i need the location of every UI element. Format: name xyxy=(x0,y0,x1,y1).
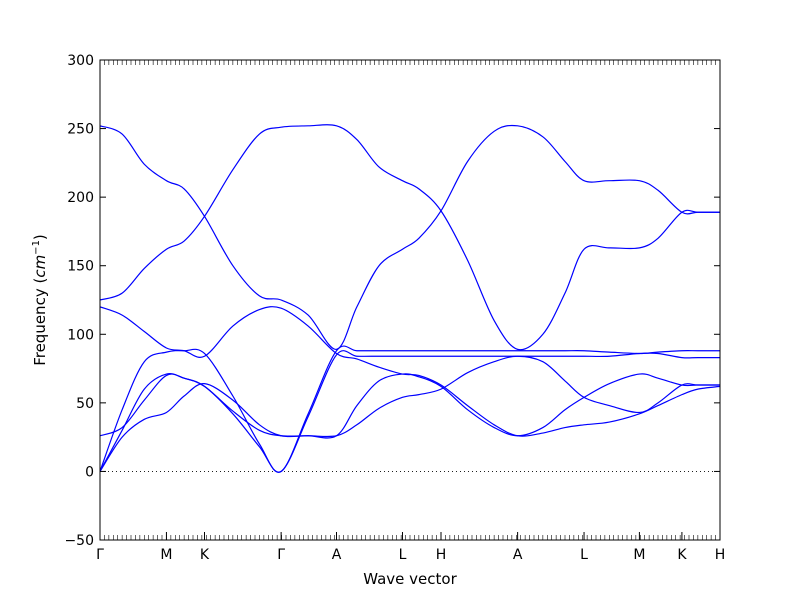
series-line-5 xyxy=(100,306,720,437)
x-tick-label: A xyxy=(332,547,342,563)
y-axis-unit-base: cm xyxy=(31,255,49,278)
x-tick-label: K xyxy=(200,547,210,563)
x-axis-label: Wave vector xyxy=(363,570,457,588)
y-axis-unit-exp: −1 xyxy=(31,240,42,255)
x-tick-label: H xyxy=(436,547,447,563)
x-tick-label: L xyxy=(399,547,407,563)
x-tick-label: K xyxy=(677,547,687,563)
y-tick-label: 0 xyxy=(85,464,94,480)
x-tick-label: A xyxy=(513,547,523,563)
x-tick-label: L xyxy=(580,547,588,563)
y-tick-label: 250 xyxy=(67,122,94,138)
series-line-2 xyxy=(100,350,720,473)
x-tick-label: H xyxy=(715,547,726,563)
series-line-7 xyxy=(100,124,720,350)
x-tick-label: Γ xyxy=(277,547,285,563)
y-tick-label: 50 xyxy=(76,396,94,412)
series-line-1 xyxy=(100,345,720,473)
x-tick-label: M xyxy=(633,547,645,563)
axes: −50 0 50 100 150 200 250 300 Γ M K Γ A L H A L M K H xyxy=(64,53,725,563)
y-axis-label-text: Frequency xyxy=(31,288,49,366)
plot-frame xyxy=(99,59,721,541)
plot-area xyxy=(100,124,720,473)
y-tick-label: 150 xyxy=(67,259,94,275)
series-line-3 xyxy=(100,355,720,472)
series-group xyxy=(100,124,720,473)
x-tick-label: Γ xyxy=(96,547,104,563)
y-tick-label: −50 xyxy=(64,533,94,549)
x-tick-label: M xyxy=(160,547,172,563)
series-line-6 xyxy=(100,124,720,351)
y-tick-label: 200 xyxy=(67,190,94,206)
y-tick-label: 100 xyxy=(67,327,94,343)
series-line-4 xyxy=(100,373,720,439)
y-axis-label: Frequency (cm−1) xyxy=(31,234,49,366)
y-tick-label: 300 xyxy=(67,53,94,69)
